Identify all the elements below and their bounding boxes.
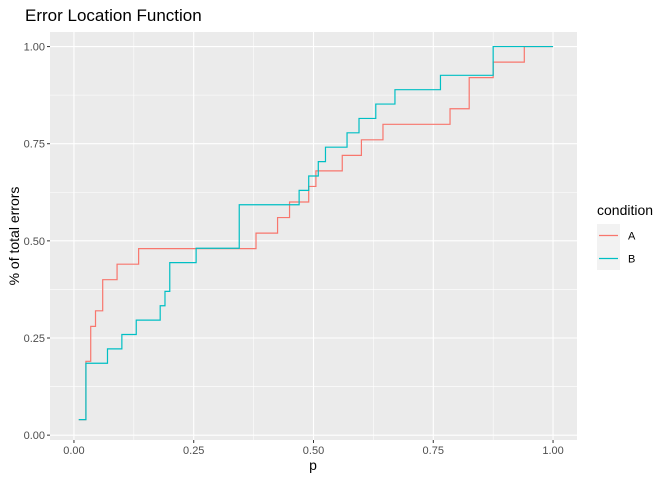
y-tick-label: 0.75 [24,139,45,151]
y-axis-label: % of total errors [6,187,22,286]
y-tick-label: 0.00 [24,430,45,442]
x-tick-label: 0.75 [423,445,444,457]
x-axis-ticks: 0.00 0.25 0.50 0.75 1.00 [63,440,564,457]
legend-title: condition [597,202,653,218]
legend-items: AB [597,224,636,270]
series-line-b [78,45,554,421]
major-gridlines [50,32,577,440]
x-tick-label: 1.00 [542,445,563,457]
y-axis-ticks: 0.00 0.25 0.50 0.75 1.00 [24,42,50,442]
legend-label: B [628,254,635,266]
y-tick-label: 0.50 [24,236,45,248]
y-tick-label: 0.25 [24,333,45,345]
series-lines [78,45,554,421]
legend: condition AB [597,202,653,270]
x-tick-label: 0.25 [183,445,204,457]
y-tick-label: 1.00 [24,42,45,54]
legend-label: A [628,231,636,243]
x-tick-label: 0.00 [63,445,84,457]
x-axis-label: p [309,457,317,473]
x-tick-label: 0.50 [303,445,324,457]
chart-title: Error Location Function [25,6,202,25]
